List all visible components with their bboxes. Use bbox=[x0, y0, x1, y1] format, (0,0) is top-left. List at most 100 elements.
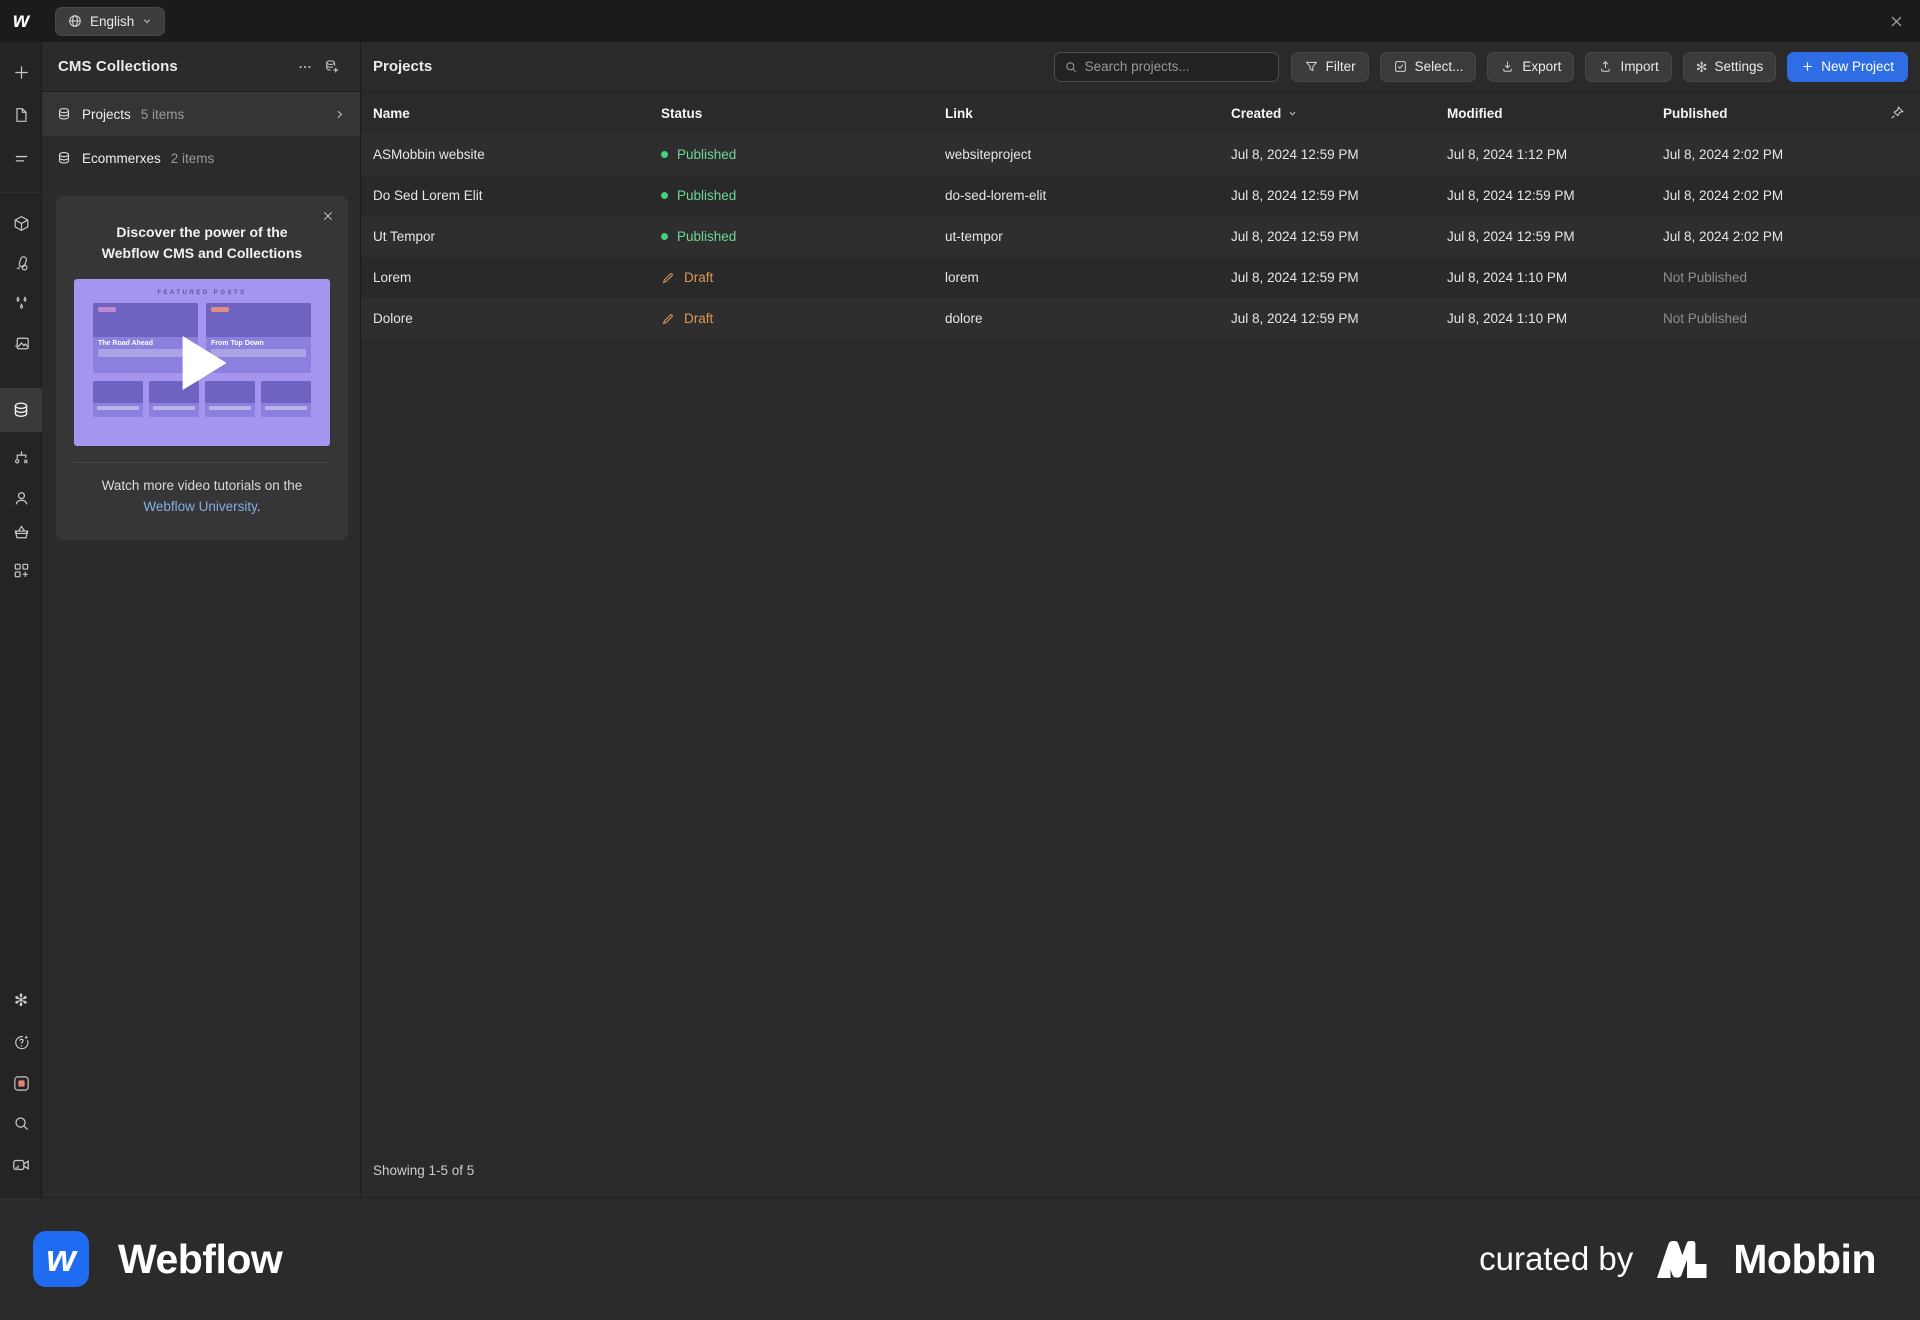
collection-name: Ecommerxes bbox=[82, 150, 161, 166]
chevron-right-icon bbox=[333, 108, 346, 121]
cell-modified: Jul 8, 2024 1:12 PM bbox=[1447, 147, 1568, 162]
table-body: ASMobbin website Published websiteproject J… bbox=[361, 134, 1920, 339]
cell-modified: Jul 8, 2024 1:10 PM bbox=[1447, 270, 1568, 285]
cell-published: Not Published bbox=[1663, 311, 1748, 326]
column-header-created[interactable]: Created bbox=[1231, 106, 1447, 121]
cell-link: dolore bbox=[945, 311, 983, 326]
globe-icon bbox=[67, 13, 83, 29]
select-checkbox-icon bbox=[1393, 59, 1408, 74]
status-label: Published bbox=[677, 147, 737, 162]
pagination-status: Showing 1-5 of 5 bbox=[373, 1163, 475, 1178]
search-input[interactable] bbox=[1084, 59, 1269, 74]
users-icon[interactable] bbox=[11, 488, 31, 508]
assets-icon[interactable] bbox=[11, 333, 31, 353]
styles-icon[interactable] bbox=[11, 253, 31, 273]
play-icon[interactable] bbox=[182, 335, 227, 390]
settings-icon: ✻ bbox=[1695, 58, 1708, 75]
status-label: Published bbox=[677, 188, 737, 203]
webflow-logo-icon[interactable]: w bbox=[12, 9, 30, 32]
button-label: Select... bbox=[1414, 59, 1464, 74]
import-button[interactable]: Import bbox=[1585, 51, 1672, 82]
help-icon[interactable] bbox=[11, 1032, 31, 1052]
logic-icon[interactable] bbox=[11, 447, 31, 467]
chevron-down-icon bbox=[141, 15, 153, 27]
table-header-row: Name Status Link Created Modified Publis… bbox=[361, 92, 1920, 134]
close-icon[interactable] bbox=[1882, 7, 1910, 35]
cms-icon[interactable] bbox=[11, 400, 31, 420]
add-collection-icon[interactable] bbox=[318, 54, 344, 80]
curated-by-label: curated by bbox=[1479, 1240, 1634, 1277]
published-dot-icon bbox=[661, 192, 668, 199]
filter-button[interactable]: Filter bbox=[1290, 51, 1369, 82]
cell-name: Do Sed Lorem Elit bbox=[373, 188, 483, 203]
import-icon bbox=[1598, 59, 1613, 74]
table-row[interactable]: Lorem Draft lorem Jul 8, 2024 12:59 PM Jul 8… bbox=[361, 257, 1920, 298]
cms-active-tile bbox=[0, 388, 42, 432]
cell-modified: Jul 8, 2024 1:10 PM bbox=[1447, 311, 1568, 326]
table-row[interactable]: Do Sed Lorem Elit Published do-sed-lorem-e… bbox=[361, 175, 1920, 216]
search-rail-icon[interactable] bbox=[11, 1113, 31, 1133]
promo-divider bbox=[74, 462, 330, 463]
video-tutorials-icon[interactable] bbox=[11, 1155, 31, 1175]
button-label: Export bbox=[1522, 59, 1562, 74]
cms-panel-title: CMS Collections bbox=[58, 58, 178, 75]
cms-panel-header: CMS Collections bbox=[42, 42, 360, 92]
table-row[interactable]: Dolore Draft dolore Jul 8, 2024 12:59 PM Jul… bbox=[361, 298, 1920, 339]
promo-title: Discover the power of the Webflow CMS an… bbox=[101, 224, 303, 261]
status-label: Draft bbox=[684, 270, 714, 285]
cell-status: Draft bbox=[661, 270, 945, 285]
components-icon[interactable] bbox=[11, 213, 31, 233]
interactions-icon[interactable] bbox=[11, 293, 31, 313]
collection-count: 2 items bbox=[170, 150, 215, 166]
cell-published: Jul 8, 2024 2:02 PM bbox=[1663, 147, 1784, 162]
collection-item-projects[interactable]: Projects 5 items bbox=[42, 92, 360, 136]
apps-icon[interactable] bbox=[11, 560, 31, 580]
cell-link: websiteproject bbox=[945, 147, 1032, 162]
column-header-status[interactable]: Status bbox=[661, 105, 703, 121]
column-header-link[interactable]: Link bbox=[945, 105, 973, 121]
pages-icon[interactable] bbox=[11, 105, 31, 125]
language-selector[interactable]: English bbox=[55, 6, 166, 36]
webflow-university-link[interactable]: Webflow University bbox=[143, 498, 257, 514]
cell-name: Dolore bbox=[373, 311, 413, 326]
more-options-icon[interactable] bbox=[292, 54, 318, 80]
table-row[interactable]: Ut Tempor Published ut-tempor Jul 8, 2024 1… bbox=[361, 216, 1920, 257]
cell-created: Jul 8, 2024 12:59 PM bbox=[1231, 188, 1359, 203]
record-icon[interactable] bbox=[11, 1073, 31, 1093]
new-project-button[interactable]: New Project bbox=[1787, 51, 1908, 82]
thumb-featured-label: FEATURED POSTS bbox=[157, 290, 247, 296]
navigator-icon[interactable] bbox=[11, 148, 31, 168]
cell-name: Lorem bbox=[373, 270, 412, 285]
settings-button[interactable]: ✻ Settings bbox=[1682, 51, 1777, 82]
select-button[interactable]: Select... bbox=[1379, 51, 1477, 82]
thumb-mini-card bbox=[93, 381, 143, 417]
promo-footer-period: . bbox=[256, 498, 261, 514]
main-header: Projects Filter Select... Export bbox=[361, 42, 1920, 92]
settings-flower-icon[interactable]: ✻ bbox=[13, 990, 29, 1010]
ecommerce-icon[interactable] bbox=[11, 522, 31, 542]
column-header-published[interactable]: Published bbox=[1663, 105, 1728, 121]
cell-created: Jul 8, 2024 12:59 PM bbox=[1231, 147, 1359, 162]
promo-close-icon[interactable] bbox=[316, 204, 340, 228]
collection-count: 5 items bbox=[140, 106, 185, 122]
export-button[interactable]: Export bbox=[1487, 51, 1575, 82]
add-icon[interactable] bbox=[11, 62, 31, 82]
table-row[interactable]: ASMobbin website Published websiteproject J… bbox=[361, 134, 1920, 175]
promo-video-thumbnail[interactable]: FEATURED POSTS The Road Ahead From Top D… bbox=[74, 279, 330, 446]
filter-icon bbox=[1304, 59, 1319, 74]
column-header-name[interactable]: Name bbox=[373, 105, 410, 121]
column-header-modified[interactable]: Modified bbox=[1447, 105, 1503, 121]
page-title: Projects bbox=[373, 58, 433, 75]
published-dot-icon bbox=[661, 151, 668, 158]
thumb-card: The Road Ahead bbox=[93, 303, 198, 373]
cell-published: Not Published bbox=[1663, 270, 1748, 285]
cell-modified: Jul 8, 2024 12:59 PM bbox=[1447, 188, 1575, 203]
cell-link: ut-tempor bbox=[945, 229, 1003, 244]
projects-main-panel: Projects Filter Select... Export bbox=[360, 42, 1920, 1197]
promo-footer-text: Watch more video tutorials on the bbox=[101, 478, 303, 493]
status-label: Draft bbox=[684, 311, 714, 326]
cms-collections-panel: CMS Collections Projects 5 items Ecommer… bbox=[42, 42, 360, 1197]
pin-icon[interactable] bbox=[1889, 105, 1905, 121]
collection-item-ecommerxes[interactable]: Ecommerxes 2 items bbox=[42, 136, 360, 180]
export-icon bbox=[1500, 59, 1515, 74]
